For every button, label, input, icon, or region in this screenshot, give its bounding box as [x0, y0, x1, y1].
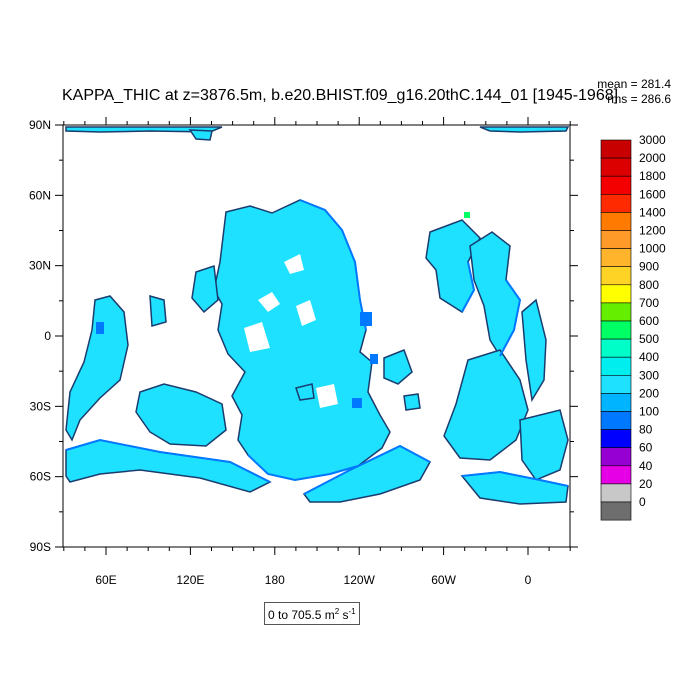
- arctic-strip-east: [479, 126, 570, 133]
- southern-band-east: [460, 471, 569, 505]
- caribbean-basin: [383, 349, 413, 385]
- lon-label: 0: [525, 573, 532, 587]
- colorbar-swatch: [600, 139, 632, 159]
- colorbar-label: 400: [639, 350, 659, 364]
- colorbar-label: 1600: [639, 187, 666, 201]
- hotspot-green: [464, 212, 470, 218]
- ocean-patch-nw: [191, 264, 219, 314]
- colorbar-swatch: [600, 230, 632, 249]
- colorbar-label: 1000: [639, 242, 666, 256]
- lon-label: 180: [265, 573, 285, 587]
- range-label: 0 to 705.5 m2 s-1: [264, 602, 360, 625]
- shelf-patches: [96, 312, 378, 408]
- colorbar-label: 900: [639, 260, 659, 274]
- deep-rims: [65, 199, 569, 495]
- lat-label: 90N: [29, 118, 51, 132]
- colorbar-swatch: [600, 447, 632, 467]
- colorbar-swatch: [600, 356, 632, 376]
- lat-label: 90S: [30, 540, 51, 554]
- map-field: [65, 126, 570, 505]
- colorbar-swatch: [600, 302, 632, 322]
- colorbar-swatch: [600, 501, 632, 521]
- colorbar-label: 1800: [639, 169, 666, 183]
- colorbar-label: 1400: [639, 205, 666, 219]
- indian-ocean-block: [65, 295, 129, 442]
- arctic-strip-west: [65, 126, 223, 133]
- lon-label: 60E: [95, 573, 116, 587]
- colorbar-swatch: [600, 465, 632, 485]
- colorbar-label: 2000: [639, 151, 666, 165]
- pacific-island-1: [258, 292, 280, 312]
- colorbar-swatch: [600, 284, 632, 304]
- colorbar-swatch: [600, 194, 632, 213]
- lat-label: 60S: [30, 470, 51, 484]
- colorbar-label: 700: [639, 296, 659, 310]
- colorbar-label: 3000: [639, 133, 666, 147]
- colorbar-swatch: [600, 212, 632, 231]
- arctic-strip-west-2: [188, 129, 213, 141]
- colorbar-label: 0: [639, 495, 646, 509]
- lat-label: 60N: [29, 188, 51, 202]
- small-basin-1: [403, 393, 421, 411]
- colorbar-swatch: [600, 429, 632, 449]
- lat-label: 30N: [29, 259, 51, 273]
- lon-label: 120E: [176, 573, 204, 587]
- colorbar-label: 300: [639, 368, 659, 382]
- pacific-island-2: [296, 300, 316, 326]
- colorbar-swatch: [600, 266, 632, 286]
- colorbar-label: 1200: [639, 224, 666, 238]
- colorbar-swatch: [600, 320, 632, 340]
- atlantic-east: [521, 298, 547, 403]
- colorbar-label: 60: [639, 441, 653, 455]
- ocean-patch-w: [149, 294, 167, 327]
- range-unit-exp1: 2: [334, 607, 340, 616]
- colorbar-swatch: [600, 411, 632, 430]
- range-unit-mid: s: [339, 608, 349, 622]
- colorbar-label: 500: [639, 332, 659, 346]
- colorbar-label: 200: [639, 386, 659, 400]
- small-basin-2: [295, 383, 315, 401]
- colorbar-label: 80: [639, 423, 653, 437]
- lon-label: 60W: [431, 573, 456, 587]
- colorbar-swatch: [600, 374, 632, 394]
- colorbar-label: 800: [639, 278, 659, 292]
- colorbar: 3000200018001600140012001000900800700600…: [600, 133, 666, 521]
- lon-axis: 60E 120E 180 120W 60W 0: [63, 117, 571, 587]
- atlantic-mid: [469, 231, 521, 358]
- atlantic-south: [443, 349, 529, 461]
- colorbar-label: 40: [639, 459, 653, 473]
- lat-label: 0: [44, 329, 51, 343]
- range-unit-exp2: -1: [348, 607, 356, 616]
- plot-title: KAPPA_THIC at z=3876.5m, b.e20.BHIST.f09…: [62, 87, 619, 104]
- pacific-basin: [213, 199, 391, 481]
- colorbar-label: 20: [639, 477, 653, 491]
- range-text: 0 to 705.5 m: [268, 608, 335, 622]
- pacific-island-3: [244, 322, 270, 352]
- rms-stat: rms = 286.6: [607, 92, 671, 106]
- colorbar-swatch: [600, 338, 632, 358]
- colorbar-swatch: [600, 393, 632, 412]
- indian-ocean-east: [135, 383, 227, 447]
- lon-label: 120W: [344, 573, 376, 587]
- mean-stat: mean = 281.4: [597, 77, 671, 91]
- colorbar-swatch: [600, 483, 632, 503]
- colorbar-swatch: [600, 157, 632, 177]
- lat-label: 30S: [30, 399, 51, 413]
- colorbar-swatch: [600, 175, 632, 195]
- colorbar-label: 600: [639, 314, 659, 328]
- colorbar-swatch: [600, 248, 632, 268]
- pacific-island-5: [316, 384, 338, 408]
- pacific-island-4: [284, 254, 304, 274]
- lat-axis: 90N 60N 30N 0 30S 60S 90S: [29, 118, 578, 554]
- atlantic-southeast: [519, 409, 569, 481]
- colorbar-label: 100: [639, 405, 659, 419]
